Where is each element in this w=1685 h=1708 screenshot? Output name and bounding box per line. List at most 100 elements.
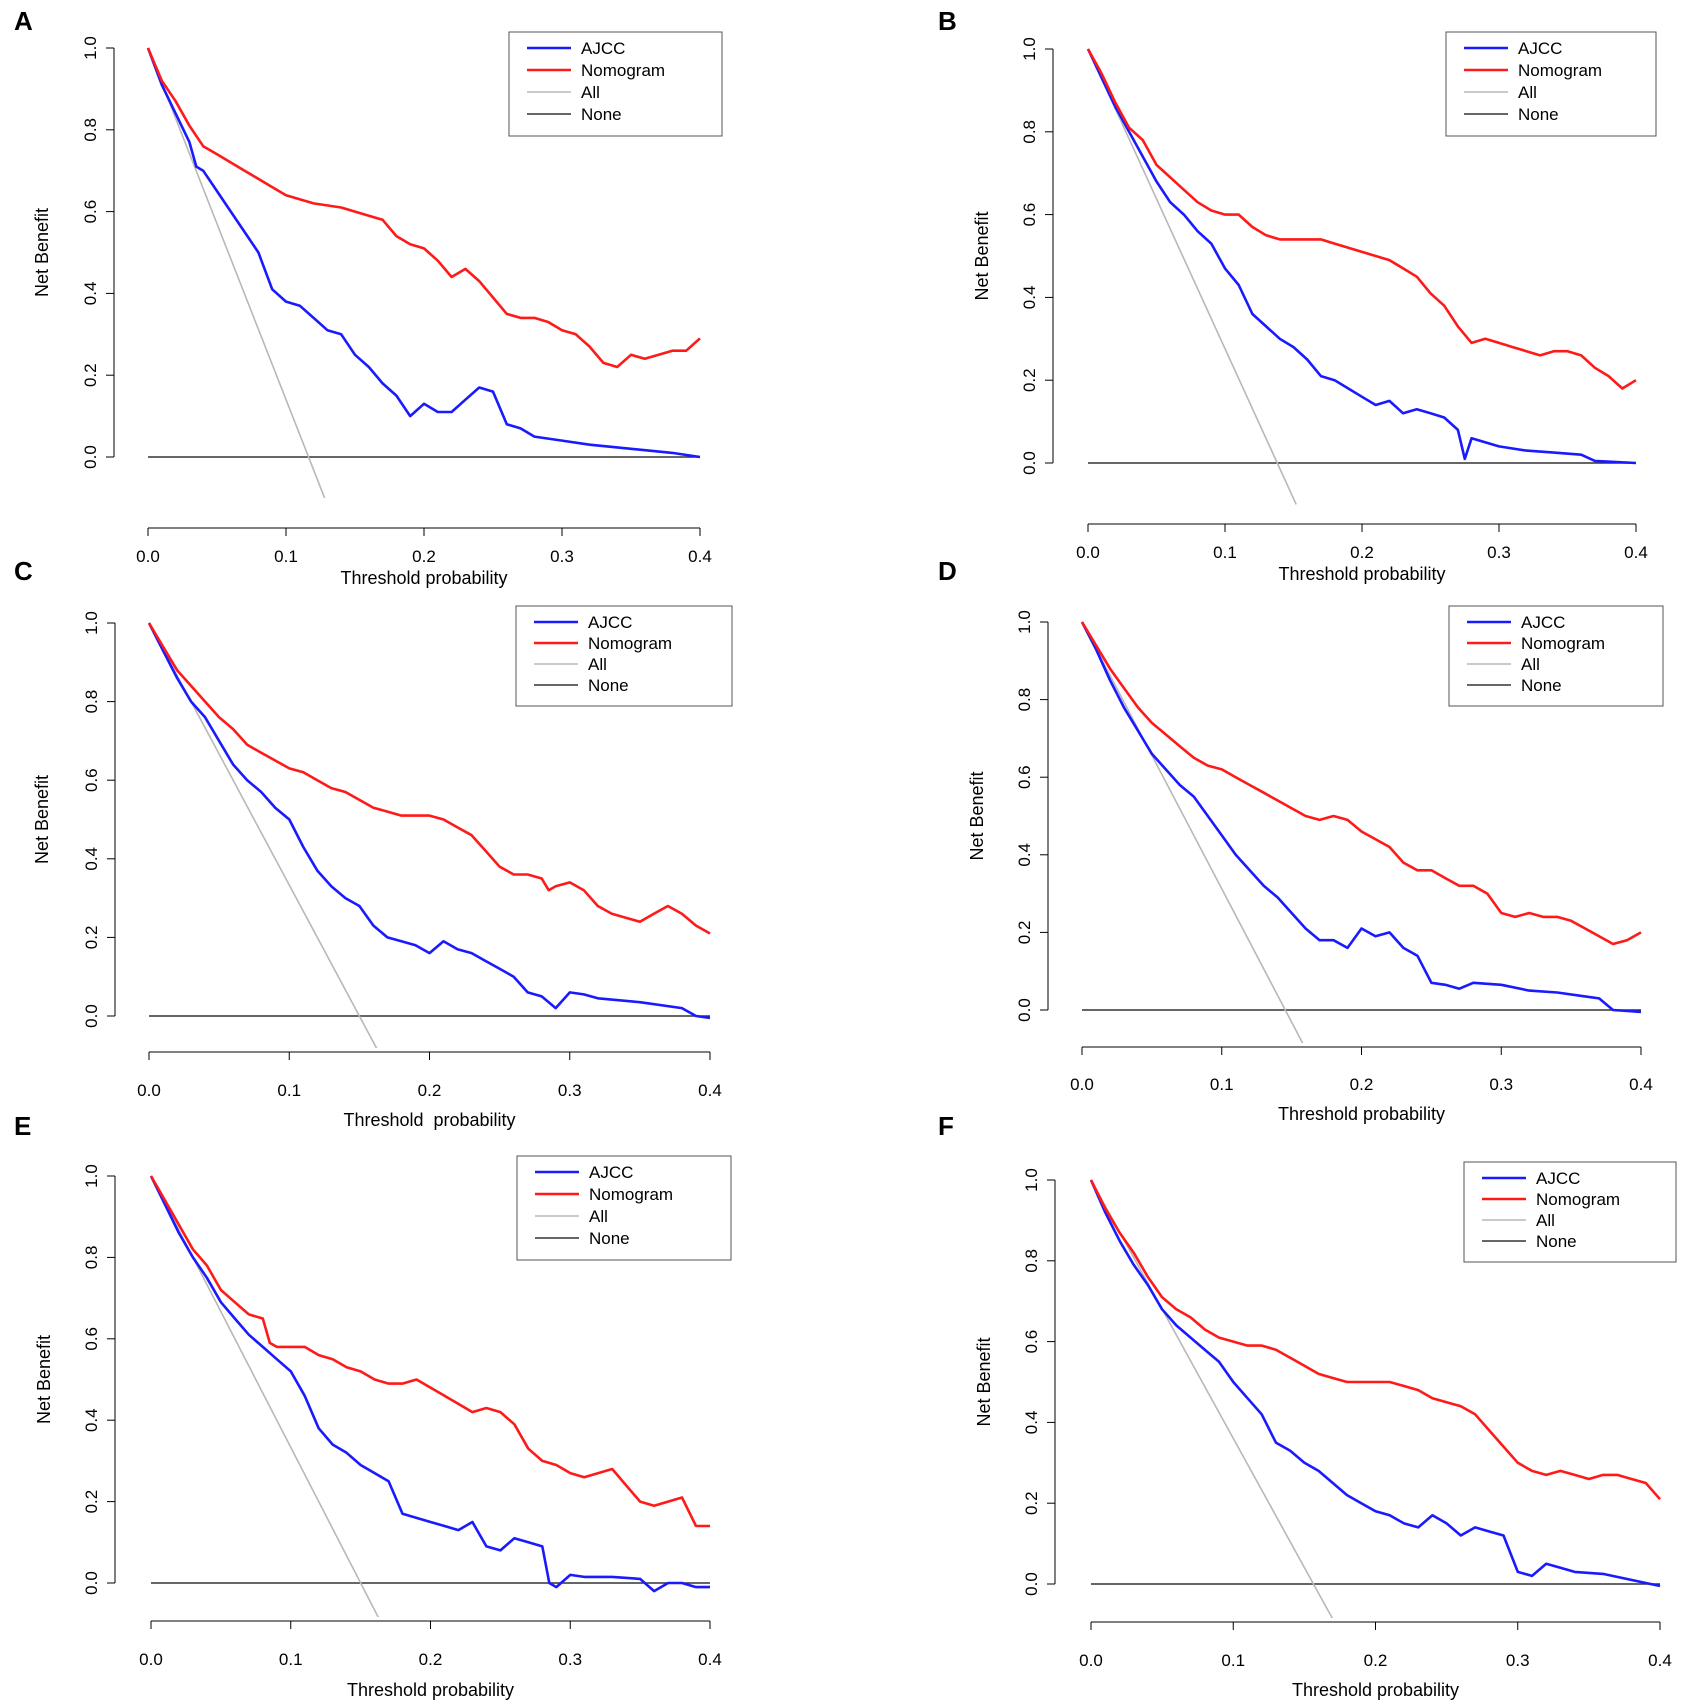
- series-line-nomogram: [1089, 1179, 1661, 1501]
- series-line-nomogram: [146, 47, 701, 369]
- series-line-nomogram: [149, 1175, 710, 1528]
- series-line-ajcc: [149, 1175, 710, 1593]
- x-tick-label: 0.0: [1079, 1651, 1103, 1670]
- legend-label-ajcc: AJCC: [1521, 613, 1565, 632]
- x-tick-label: 0.1: [274, 547, 298, 566]
- legend-label-none: None: [588, 676, 629, 695]
- series-line-ajcc: [147, 622, 711, 1020]
- x-axis-title: Threshold probability: [1292, 1680, 1459, 1700]
- legend-box: [516, 1155, 732, 1261]
- x-tick-label: 0.0: [137, 1081, 161, 1100]
- series-line-nomogram: [1086, 48, 1637, 390]
- y-tick-label: 1.0: [81, 36, 100, 60]
- y-tick-label: 0.6: [1022, 1330, 1041, 1354]
- legend: AJCC Nomogram All None: [515, 605, 733, 707]
- legend-label-nomogram: Nomogram: [588, 634, 672, 653]
- legend: AJCC Nomogram All None: [1463, 1161, 1677, 1263]
- y-axis-title: Net Benefit: [972, 211, 992, 300]
- legend-label-all: All: [589, 1207, 608, 1226]
- y-tick-label: 0.6: [81, 200, 100, 224]
- legend-label-ajcc: AJCC: [1518, 39, 1562, 58]
- x-tick-label: 0.0: [136, 547, 160, 566]
- x-tick-label: 0.3: [1489, 1075, 1513, 1094]
- y-tick-label: 0.2: [82, 926, 101, 950]
- x-tick-label: 0.0: [1070, 1075, 1094, 1094]
- y-tick-label: 0.4: [1020, 286, 1039, 310]
- y-tick-label: 0.8: [1015, 688, 1034, 712]
- panel-letter-d: D: [938, 556, 957, 586]
- y-tick-label: 0.2: [81, 363, 100, 387]
- y-axis-title: Net Benefit: [974, 1337, 994, 1426]
- x-tick-label: 0.1: [277, 1081, 301, 1100]
- legend-box: [1445, 31, 1657, 137]
- panel-c: C 0.0 0.2 0.4 0.6 0.8 1.0 0.0 0.1 0.2 0.3 0.4 Thresh…: [14, 556, 733, 1130]
- series-line-all: [147, 47, 326, 499]
- y-tick-label: 1.0: [82, 611, 101, 635]
- legend-label-none: None: [1536, 1232, 1577, 1251]
- y-tick-label: 0.6: [1020, 203, 1039, 227]
- series-line-ajcc: [1086, 48, 1637, 465]
- y-tick-label: 0.6: [82, 1327, 101, 1351]
- legend: AJCC Nomogram All None: [1448, 605, 1664, 707]
- legend-label-all: All: [1518, 83, 1537, 102]
- legend-label-nomogram: Nomogram: [581, 61, 665, 80]
- y-tick-label: 0.8: [81, 118, 100, 142]
- y-tick-label: 1.0: [1015, 610, 1034, 634]
- x-axis-title: Threshold probability: [340, 568, 507, 588]
- legend-label-none: None: [581, 105, 622, 124]
- x-axis-title: Threshold probability: [1278, 564, 1445, 584]
- x-tick-label: 0.0: [139, 1650, 163, 1669]
- x-tick-label: 0.4: [698, 1081, 722, 1100]
- series-line-ajcc: [146, 47, 701, 459]
- x-tick-label: 0.1: [1213, 543, 1237, 562]
- y-axis-title: Net Benefit: [967, 771, 987, 860]
- y-tick-label: 1.0: [82, 1164, 101, 1188]
- y-tick-label: 0.8: [82, 1246, 101, 1270]
- x-tick-label: 0.3: [550, 547, 574, 566]
- legend-label-ajcc: AJCC: [588, 613, 632, 632]
- y-tick-label: 0.2: [1022, 1491, 1041, 1515]
- legend-label-all: All: [1536, 1211, 1555, 1230]
- legend-label-nomogram: Nomogram: [1536, 1190, 1620, 1209]
- y-tick-label: 0.4: [82, 847, 101, 871]
- y-tick-label: 1.0: [1022, 1168, 1041, 1192]
- panel-letter-b: B: [938, 6, 957, 36]
- x-tick-label: 0.1: [279, 1650, 303, 1669]
- x-tick-label: 0.2: [418, 1081, 442, 1100]
- legend-label-nomogram: Nomogram: [1521, 634, 1605, 653]
- series-line-ajcc: [1080, 621, 1642, 1014]
- x-tick-label: 0.2: [1364, 1651, 1388, 1670]
- panel-f: F 0.0 0.2 0.4 0.6 0.8 1.0 0.0 0.1 0.2 0.3 0.4 Thresh…: [938, 1111, 1677, 1700]
- x-tick-label: 0.3: [1487, 543, 1511, 562]
- series-line-all: [1081, 621, 1304, 1043]
- panel-b: B 0.0 0.2 0.4 0.6 0.8 1.0 0.0 0.1 0.2 0.3 0.4 Thresh…: [938, 6, 1657, 584]
- panel-letter-e: E: [14, 1111, 31, 1141]
- series-line-all: [1090, 1179, 1334, 1618]
- y-tick-label: 0.4: [1022, 1411, 1041, 1435]
- series-lines: [147, 622, 711, 1048]
- y-tick-label: 0.2: [82, 1490, 101, 1514]
- legend-label-none: None: [589, 1229, 630, 1248]
- legend-label-none: None: [1518, 105, 1559, 124]
- series-lines: [149, 1175, 710, 1617]
- x-tick-label: 0.1: [1221, 1651, 1245, 1670]
- x-tick-label: 0.4: [1648, 1651, 1672, 1670]
- x-tick-label: 0.1: [1210, 1075, 1234, 1094]
- legend: AJCC Nomogram All None: [516, 1155, 732, 1261]
- panel-e: E 0.0 0.2 0.4 0.6 0.8 1.0 0.0 0.1 0.2 0.3 0.4 Thresh…: [14, 1111, 732, 1700]
- legend: AJCC Nomogram All None: [1445, 31, 1657, 137]
- x-tick-label: 0.4: [1624, 543, 1648, 562]
- legend-label-ajcc: AJCC: [589, 1163, 633, 1182]
- series-line-ajcc: [1089, 1179, 1661, 1588]
- legend-label-all: All: [581, 83, 600, 102]
- y-tick-label: 0.6: [1015, 765, 1034, 789]
- series-lines: [146, 47, 701, 499]
- y-tick-label: 0.6: [82, 768, 101, 792]
- x-tick-label: 0.3: [1506, 1651, 1530, 1670]
- series-lines: [1080, 621, 1642, 1043]
- x-axis-title: Threshold probability: [347, 1680, 514, 1700]
- y-tick-label: 0.2: [1015, 921, 1034, 945]
- x-tick-label: 0.3: [558, 1650, 582, 1669]
- y-tick-label: 0.4: [81, 282, 100, 306]
